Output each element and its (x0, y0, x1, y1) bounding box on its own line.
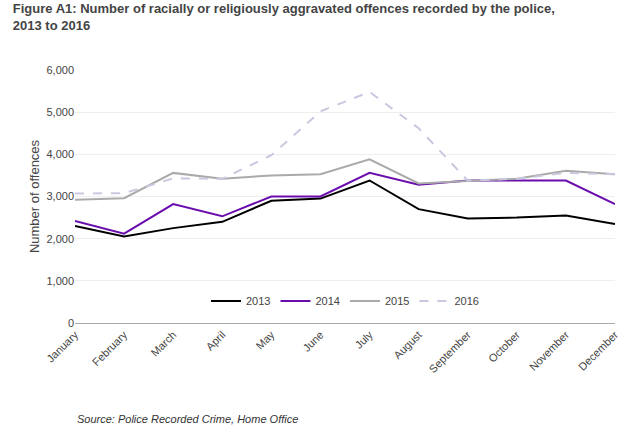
svg-text:0: 0 (68, 317, 74, 329)
svg-text:2,000: 2,000 (46, 233, 74, 245)
svg-text:Number of offences: Number of offences (27, 139, 42, 253)
svg-text:6,000: 6,000 (46, 64, 74, 76)
svg-text:Figure A1: Number of racially: Figure A1: Number of racially or religio… (13, 1, 555, 33)
svg-text:2016: 2016 (454, 295, 478, 307)
svg-text:January: January (44, 328, 81, 365)
svg-text:March: March (148, 329, 178, 359)
svg-text:1,000: 1,000 (46, 275, 74, 287)
svg-text:October: October (486, 328, 522, 364)
svg-text:February: February (90, 328, 130, 368)
svg-text:November: November (527, 328, 572, 373)
svg-text:2013: 2013 (246, 295, 270, 307)
svg-text:5,000: 5,000 (46, 106, 74, 118)
svg-text:4,000: 4,000 (46, 148, 74, 160)
svg-text:2015: 2015 (385, 295, 409, 307)
svg-text:3,000: 3,000 (46, 190, 74, 202)
svg-text:December: December (576, 328, 621, 373)
svg-text:June: June (300, 329, 325, 354)
svg-text:July: July (353, 328, 376, 351)
svg-text:September: September (426, 328, 473, 375)
svg-text:May: May (253, 328, 277, 352)
svg-text:April: April (204, 329, 228, 353)
svg-text:August: August (391, 329, 424, 362)
svg-text:2014: 2014 (315, 295, 339, 307)
svg-text:Source: Police Recorded Crime,: Source: Police Recorded Crime, Home Offi… (77, 413, 298, 425)
